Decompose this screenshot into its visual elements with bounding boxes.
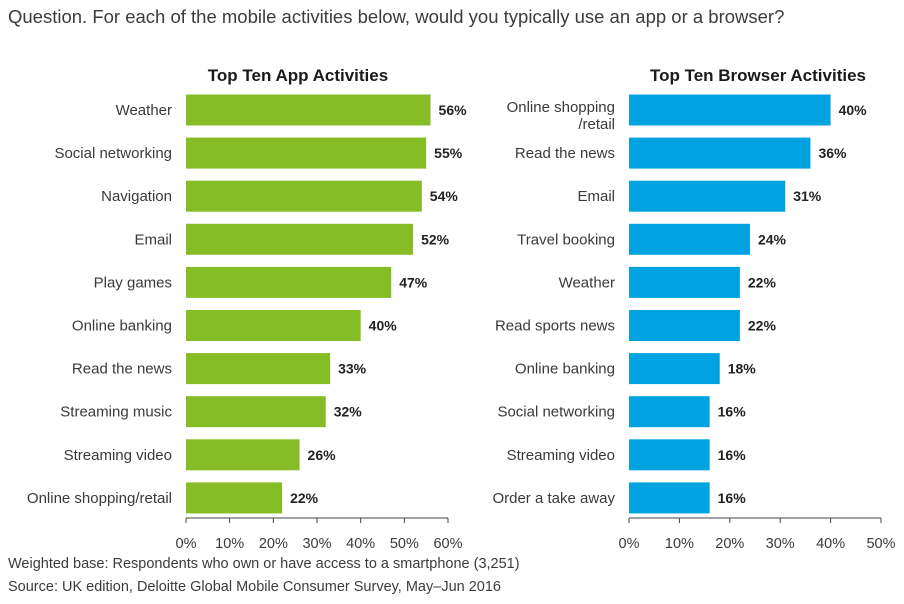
category-label: Read sports news: [495, 318, 615, 335]
bar: [629, 353, 720, 385]
category-label: Navigation: [101, 188, 172, 205]
x-tick-label: 20%: [259, 536, 288, 552]
value-label: 54%: [430, 188, 459, 204]
value-label: 32%: [334, 404, 363, 420]
x-tick-label: 0%: [619, 536, 640, 552]
x-tick-label: 50%: [390, 536, 419, 552]
bar: [629, 396, 710, 428]
category-label: Streaming video: [64, 447, 172, 464]
bar: [186, 180, 422, 212]
value-label: 16%: [718, 404, 747, 420]
bar: [629, 223, 750, 255]
bar: [186, 439, 300, 471]
bar: [186, 223, 414, 255]
value-label: 22%: [748, 274, 777, 290]
bar: [186, 266, 392, 298]
value-label: 33%: [338, 361, 367, 377]
value-label: 36%: [818, 145, 847, 161]
bar: [629, 180, 786, 212]
category-label: Social networking: [497, 404, 615, 421]
value-label: 40%: [839, 102, 868, 118]
bar: [186, 310, 361, 341]
x-tick-label: 60%: [433, 536, 462, 552]
category-label: Order a take away: [492, 490, 615, 507]
value-label: 24%: [758, 231, 787, 247]
category-label: Social networking: [54, 145, 172, 162]
chart-title: Top Ten App Activities: [208, 66, 388, 85]
value-label: 26%: [308, 447, 337, 463]
category-label: Travel booking: [517, 231, 615, 248]
x-tick-label: 20%: [715, 536, 744, 552]
bar: [629, 137, 811, 169]
value-label: 16%: [718, 490, 747, 506]
value-label: 18%: [728, 361, 757, 377]
x-tick-label: 50%: [866, 536, 895, 552]
bar: [186, 396, 326, 428]
category-label: Weather: [559, 274, 615, 291]
value-label: 16%: [718, 447, 747, 463]
category-label: Read the news: [72, 361, 172, 378]
x-tick-label: 30%: [766, 536, 795, 552]
category-label: Weather: [116, 102, 172, 119]
bar: [186, 137, 427, 169]
category-label: Online banking: [515, 361, 615, 378]
value-label: 56%: [439, 102, 468, 118]
value-label: 55%: [434, 145, 463, 161]
bar: [629, 310, 740, 341]
x-tick-label: 40%: [816, 536, 845, 552]
weighted-base-note: Weighted base: Respondents who own or ha…: [8, 556, 520, 572]
x-tick-label: 0%: [176, 536, 197, 552]
category-label: Online shopping/retail: [27, 490, 172, 507]
bar: [186, 94, 431, 126]
category-label: Email: [577, 188, 615, 205]
chart-title: Top Ten Browser Activities: [650, 66, 866, 85]
survey-question: Question. For each of the mobile activit…: [8, 6, 785, 27]
x-tick-label: 10%: [215, 536, 244, 552]
x-tick-label: 30%: [302, 536, 331, 552]
source-note: Source: UK edition, Deloitte Global Mobi…: [8, 579, 501, 595]
value-label: 22%: [290, 490, 319, 506]
value-label: 22%: [748, 318, 777, 334]
category-label: Streaming music: [60, 404, 172, 421]
x-tick-label: 40%: [346, 536, 375, 552]
bar: [629, 94, 831, 126]
bar: [186, 353, 331, 385]
bar: [629, 439, 710, 471]
category-label: Email: [134, 231, 172, 248]
value-label: 40%: [369, 318, 398, 334]
category-label: Online banking: [72, 318, 172, 335]
bar: [629, 482, 710, 514]
category-label: Read the news: [515, 145, 615, 162]
bar: [629, 266, 740, 298]
category-label: Online shopping/retail: [507, 99, 615, 133]
value-label: 52%: [421, 231, 450, 247]
x-tick-label: 10%: [665, 536, 694, 552]
category-label: Streaming video: [507, 447, 615, 464]
value-label: 47%: [399, 274, 428, 290]
category-label: Play games: [94, 274, 172, 291]
bar: [186, 482, 283, 514]
value-label: 31%: [793, 188, 822, 204]
